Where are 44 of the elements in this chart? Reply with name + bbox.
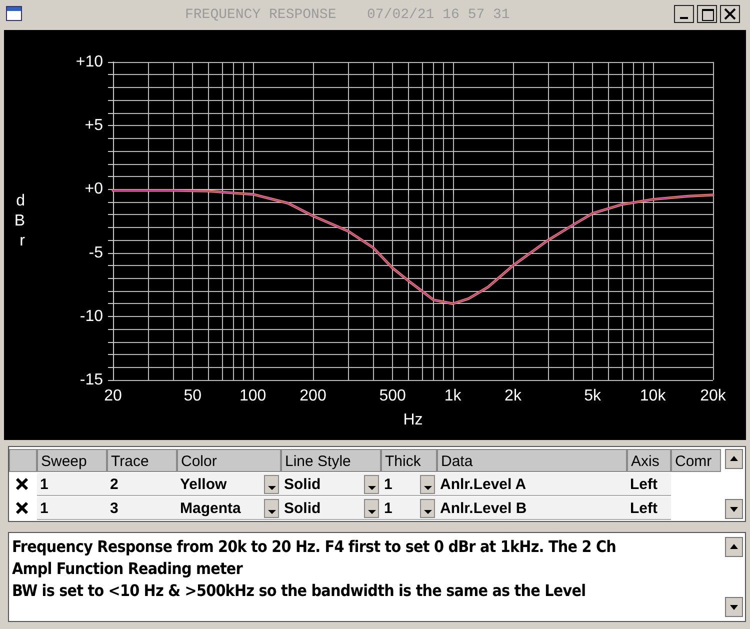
text: Yellow — [177, 473, 281, 496]
x-tick-label: 50 — [184, 388, 202, 404]
x-tick-label: 1k — [444, 388, 462, 404]
y-tick-label: +10 — [76, 54, 104, 70]
y-axis-title: dBr — [14, 192, 26, 250]
x-tick-label: 20 — [104, 388, 122, 404]
text: Trace — [107, 449, 177, 472]
text: Anlr.Level A — [437, 473, 627, 496]
y-tick-label: +5 — [84, 117, 104, 134]
y-tick-label: -10 — [80, 308, 104, 325]
text: BW is set to <10 Hz & >500kHz so the bandwidth is the same as the Level — [12, 580, 587, 602]
chart-subtitle: 07/02/21 16 57 31 — [367, 7, 510, 23]
text: Axis — [627, 449, 671, 472]
text: 1 — [37, 497, 107, 520]
x-tick-label: 20k — [700, 388, 727, 404]
text: 3 — [107, 497, 177, 520]
text: Thick — [381, 449, 437, 472]
text: Line Style — [281, 449, 381, 472]
text: Sweep — [37, 449, 107, 472]
text: Left — [627, 497, 671, 520]
x-tick-label: 5k — [584, 388, 602, 404]
y-tick-label: -5 — [88, 244, 104, 262]
text: Solid — [281, 473, 381, 496]
x-tick-label: 200 — [300, 388, 326, 404]
text: 1 — [37, 473, 107, 496]
text: Frequency Response from 20k to 20 Hz. F4 first to set 0 dBr at 1kHz. The 2 Ch Ampl Function Reading meter — [12, 536, 617, 580]
text: 1 — [381, 497, 437, 520]
text: 1 — [381, 473, 437, 496]
y-tick-label: -15 — [80, 372, 104, 388]
x-axis-title: Hz — [403, 412, 423, 428]
text: Magenta — [177, 497, 281, 520]
text: Data — [437, 449, 627, 472]
text: Color — [177, 449, 281, 472]
x-tick-label: 500 — [379, 388, 406, 404]
x-tick-label: 10k — [640, 388, 667, 404]
x-tick-label: 2k — [504, 388, 522, 404]
y-tick-label: +0 — [84, 180, 104, 198]
text: Comr — [671, 449, 721, 472]
chart-title: FREQUENCY RESPONSE — [185, 7, 336, 23]
text: Left — [627, 473, 671, 496]
text: Solid — [281, 497, 381, 520]
text: 2 — [107, 473, 177, 496]
x-tick-label: 100 — [239, 388, 266, 404]
text: Anlr.Level B — [437, 497, 627, 520]
